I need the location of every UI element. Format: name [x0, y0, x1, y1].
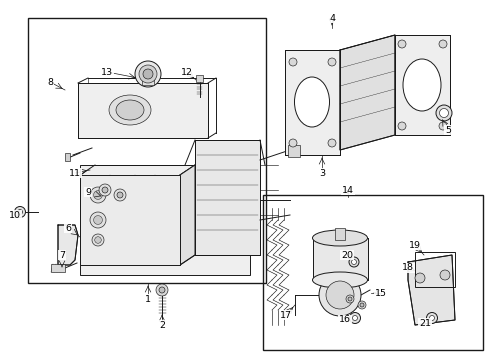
- Circle shape: [102, 187, 108, 193]
- Text: 13: 13: [101, 68, 113, 77]
- Circle shape: [90, 212, 106, 228]
- Text: 21: 21: [418, 319, 430, 328]
- Circle shape: [327, 139, 335, 147]
- Polygon shape: [58, 225, 78, 265]
- Bar: [287, 145, 299, 157]
- Bar: [334, 228, 345, 240]
- Circle shape: [438, 40, 446, 48]
- Circle shape: [117, 192, 123, 198]
- Text: 18: 18: [401, 264, 413, 273]
- Circle shape: [156, 284, 168, 296]
- Circle shape: [435, 105, 451, 121]
- Polygon shape: [285, 50, 339, 155]
- Ellipse shape: [402, 59, 440, 111]
- Circle shape: [93, 190, 102, 199]
- Circle shape: [18, 210, 22, 215]
- Bar: [285, 50, 339, 155]
- Polygon shape: [195, 140, 260, 255]
- Text: 7: 7: [59, 251, 65, 260]
- Ellipse shape: [312, 272, 367, 288]
- Text: 9: 9: [85, 188, 91, 197]
- Text: 1: 1: [145, 294, 151, 303]
- Circle shape: [142, 69, 153, 79]
- Circle shape: [288, 139, 296, 147]
- Circle shape: [428, 315, 434, 320]
- Bar: [142, 77, 154, 85]
- Circle shape: [135, 61, 161, 87]
- Circle shape: [99, 184, 111, 196]
- Circle shape: [288, 58, 296, 66]
- Circle shape: [114, 189, 126, 201]
- Circle shape: [439, 108, 447, 117]
- Bar: [65, 153, 70, 161]
- Ellipse shape: [312, 230, 367, 246]
- Bar: [394, 35, 449, 135]
- Circle shape: [397, 122, 405, 130]
- Text: 10: 10: [9, 211, 21, 220]
- Polygon shape: [394, 35, 449, 135]
- Polygon shape: [78, 83, 207, 138]
- Bar: [80, 175, 180, 265]
- Circle shape: [93, 216, 102, 224]
- Circle shape: [352, 315, 357, 320]
- Circle shape: [359, 303, 363, 307]
- Bar: [196, 75, 203, 82]
- Circle shape: [159, 287, 164, 293]
- Ellipse shape: [116, 100, 143, 120]
- Circle shape: [351, 260, 356, 265]
- Circle shape: [414, 273, 424, 283]
- Text: 8: 8: [47, 77, 53, 86]
- Polygon shape: [180, 165, 195, 265]
- Circle shape: [90, 187, 106, 203]
- Circle shape: [349, 312, 360, 324]
- Circle shape: [139, 65, 157, 83]
- Circle shape: [15, 207, 25, 217]
- Polygon shape: [312, 238, 367, 280]
- Circle shape: [397, 40, 405, 48]
- Ellipse shape: [325, 281, 353, 309]
- Ellipse shape: [318, 274, 360, 316]
- Circle shape: [92, 234, 104, 246]
- Bar: [263, 195, 482, 350]
- Polygon shape: [407, 255, 454, 325]
- Text: 15: 15: [374, 288, 386, 297]
- Text: 12: 12: [181, 68, 193, 77]
- Circle shape: [327, 58, 335, 66]
- Circle shape: [348, 257, 358, 267]
- Bar: [78, 83, 207, 138]
- Bar: [414, 252, 454, 287]
- Circle shape: [95, 237, 101, 243]
- Polygon shape: [339, 35, 394, 150]
- Ellipse shape: [109, 95, 151, 125]
- Text: 11: 11: [69, 168, 81, 177]
- Text: 5: 5: [444, 126, 450, 135]
- Bar: [195, 140, 260, 255]
- Text: 16: 16: [338, 315, 350, 324]
- Text: 14: 14: [341, 185, 353, 194]
- Bar: [51, 264, 65, 272]
- Text: 2: 2: [159, 320, 164, 329]
- Circle shape: [347, 297, 351, 301]
- Circle shape: [357, 301, 365, 309]
- Bar: [28, 18, 265, 283]
- Text: 20: 20: [340, 251, 352, 260]
- Circle shape: [438, 122, 446, 130]
- Text: 4: 4: [328, 14, 334, 23]
- Circle shape: [439, 270, 449, 280]
- Ellipse shape: [294, 77, 329, 127]
- Polygon shape: [80, 165, 249, 275]
- Circle shape: [346, 295, 353, 303]
- Text: 3: 3: [318, 168, 325, 177]
- Circle shape: [426, 312, 437, 324]
- Text: 6: 6: [65, 224, 71, 233]
- Text: 19: 19: [408, 240, 420, 249]
- Text: 17: 17: [280, 310, 291, 320]
